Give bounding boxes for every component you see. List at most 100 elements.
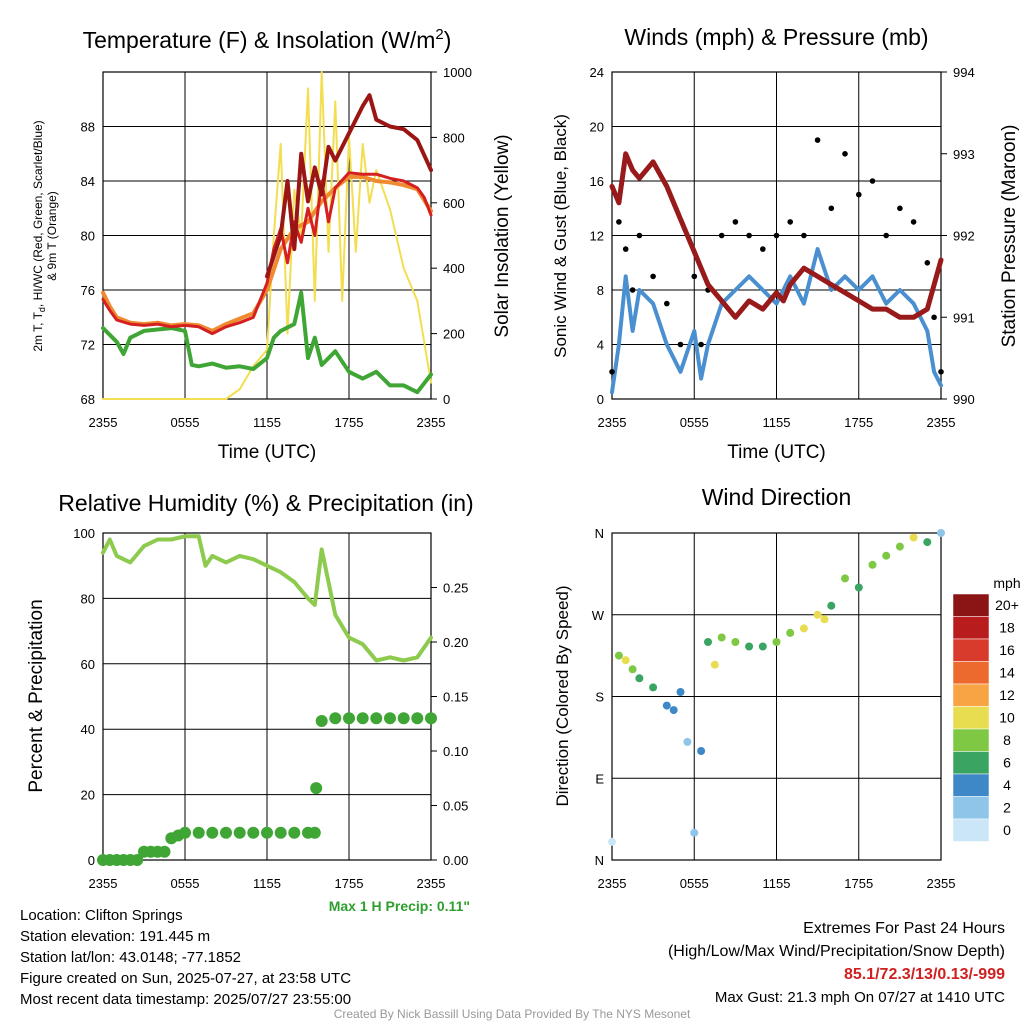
precip-point [261, 826, 273, 839]
y-axis-label-direction: Direction (Colored By Speed) [553, 585, 572, 806]
y-axis-label-humidity: Percent & Precipitation [26, 599, 47, 792]
x-tick-label: 0555 [680, 876, 709, 891]
precip-point [288, 826, 301, 839]
y-label-part: 2m T, T [31, 311, 45, 351]
y-tick-label: 20 [81, 788, 95, 803]
y2-tick-label: 400 [443, 261, 465, 276]
direction-point [614, 651, 623, 660]
legend-label: 14 [999, 665, 1015, 681]
gust-point [787, 219, 793, 225]
direction-point [710, 660, 719, 669]
x-tick-label: 2355 [598, 415, 627, 430]
station-location: Location: Clifton Springs [20, 907, 183, 924]
y-label-part: & 9m T (Orange) [45, 191, 59, 281]
chart-title-wind-direction: Wind Direction [702, 484, 852, 510]
extremes-values: 85.1/72.3/13/0.13/-999 [843, 966, 1005, 983]
gust-point [828, 205, 835, 212]
legend-label: 18 [999, 620, 1015, 636]
y-tick-label: 0 [88, 853, 95, 868]
rh-series [101, 534, 433, 663]
legend-label: 4 [1003, 777, 1011, 793]
legend-swatch [952, 706, 990, 730]
direction-point [772, 638, 781, 646]
x-tick-label: 2355 [417, 415, 446, 430]
temp-2m-series [101, 171, 433, 336]
y-tick-label: W [592, 608, 605, 623]
y-tick-label: 20 [590, 120, 604, 135]
y-tick-label: N [595, 526, 604, 541]
x-tick-label: 1155 [763, 415, 791, 430]
precip-point [310, 782, 323, 795]
x-tick-label: 2355 [89, 876, 118, 891]
x-tick-label: 1755 [844, 876, 873, 891]
precip-point [356, 712, 369, 725]
legend-label: 12 [999, 687, 1015, 703]
y2-tick-label: 993 [953, 147, 975, 162]
x-tick-label: 1155 [763, 876, 791, 891]
y2-tick-label: 0.20 [443, 635, 468, 650]
gust-point [869, 178, 876, 184]
x-tick-label: 1155 [253, 876, 281, 891]
y-tick-label: 88 [81, 120, 95, 135]
plot-frame-1 [102, 71, 432, 400]
y-tick-label: 12 [590, 229, 604, 244]
gust-point [718, 232, 725, 239]
gust-point [732, 219, 739, 225]
y-tick-label: 84 [81, 174, 95, 189]
gust-point [856, 191, 862, 198]
x-tick-label: 1155 [253, 415, 281, 430]
gust-point [746, 232, 752, 239]
chart-title-humidity: Relative Humidity (%) & Precipitation (i… [58, 490, 473, 516]
y2-tick-label: 0 [443, 392, 450, 407]
y2-tick-label: 600 [443, 196, 465, 211]
precip-point [411, 712, 424, 725]
precip-point [397, 712, 410, 725]
legend-label: 10 [999, 710, 1015, 726]
legend-label: 8 [1003, 732, 1011, 748]
wind-series [610, 247, 943, 395]
gust-point [677, 341, 684, 348]
figure-created: Figure created on Sun, 2025-07-27, at 23… [20, 970, 352, 987]
direction-point [820, 615, 829, 624]
gust-point [609, 369, 615, 375]
precip-point [220, 826, 232, 839]
heat-index-series [265, 93, 433, 279]
gust-point [773, 232, 780, 239]
legend-label: 16 [999, 642, 1015, 658]
direction-point [758, 642, 767, 651]
precip-point [131, 854, 144, 866]
gust-point [814, 137, 821, 143]
station-latlon: Station lat/lon: 43.0148; -77.1852 [20, 949, 242, 966]
y-tick-label: 68 [81, 392, 95, 407]
x-tick-label: 0555 [171, 415, 200, 430]
chart-title-temperature: Temperature (F) & Insolation (W/m2) [83, 26, 452, 53]
direction-point [854, 583, 863, 592]
legend-swatch [952, 616, 990, 640]
y-label-subscript: d [37, 307, 47, 312]
y-tick-label: E [595, 771, 604, 786]
legend-swatch [952, 683, 990, 707]
gust-point [650, 273, 656, 280]
legend-swatch [952, 751, 990, 775]
direction-point [909, 533, 918, 542]
recent-timestamp: Most recent data timestamp: 2025/07/27 2… [20, 991, 352, 1008]
legend-label: 6 [1003, 755, 1011, 771]
gust-point [931, 314, 937, 321]
gust-point [636, 232, 643, 239]
direction-point [662, 701, 671, 710]
gust-point [883, 232, 889, 239]
y2-tick-label: 0.05 [443, 799, 468, 814]
direction-point [676, 688, 685, 696]
extremes-panel: Extremes For Past 24 Hours (High/Low/Max… [560, 917, 1005, 1009]
chart-title-winds: Winds (mph) & Pressure (mb) [624, 24, 928, 50]
gust-point [698, 341, 704, 348]
direction-point [704, 638, 712, 646]
gust-point [622, 246, 629, 252]
direction-point [669, 706, 678, 715]
y2-tick-label: 991 [953, 310, 975, 325]
gust-point [760, 246, 766, 252]
direction-point [799, 624, 808, 633]
precip-point [192, 826, 205, 839]
plot-frame-4 [611, 532, 942, 861]
station-elevation: Station elevation: 191.445 m [20, 928, 211, 945]
